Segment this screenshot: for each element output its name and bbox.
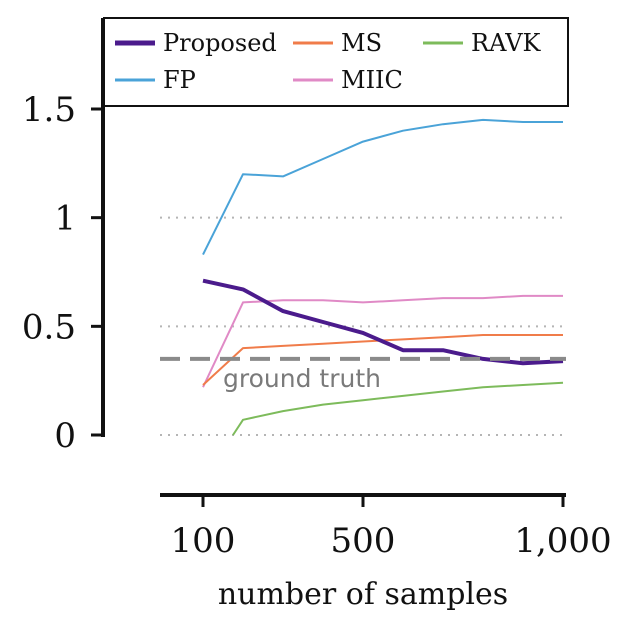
x-tick-label-0: 100 [171,521,236,561]
series-lines [202,118,564,436]
series-line-proposed [202,278,564,366]
legend: Proposed MS RAVK FP MIIC [103,17,569,107]
legend-box [103,17,569,107]
ground-truth-label: ground truth [223,364,381,393]
legend-label-miic: MIIC [341,66,403,94]
x-tick-label-2: 1,000 [514,521,611,561]
x-tick-label-1: 500 [331,521,396,561]
reference-line-group: ground truth [160,356,566,393]
series-line-ravk [232,381,564,436]
series-line-fp [202,118,563,256]
y-tick-label-3: 1.5 [22,90,76,130]
x-ticks: 100 500 1,000 [171,495,612,561]
legend-label-fp: FP [163,66,196,94]
legend-label-proposed: Proposed [163,29,277,57]
x-axis-label: number of samples [218,577,508,612]
legend-label-ms: MS [341,29,382,57]
y-tick-label-0: 0 [54,416,76,456]
y-tick-label-1: 0.5 [22,307,76,347]
y-tick-label-2: 1 [54,199,76,239]
y-ticks: 0 0.5 1 1.5 [22,90,103,456]
legend-label-ravk: RAVK [471,29,542,57]
grid-lines [160,216,566,436]
